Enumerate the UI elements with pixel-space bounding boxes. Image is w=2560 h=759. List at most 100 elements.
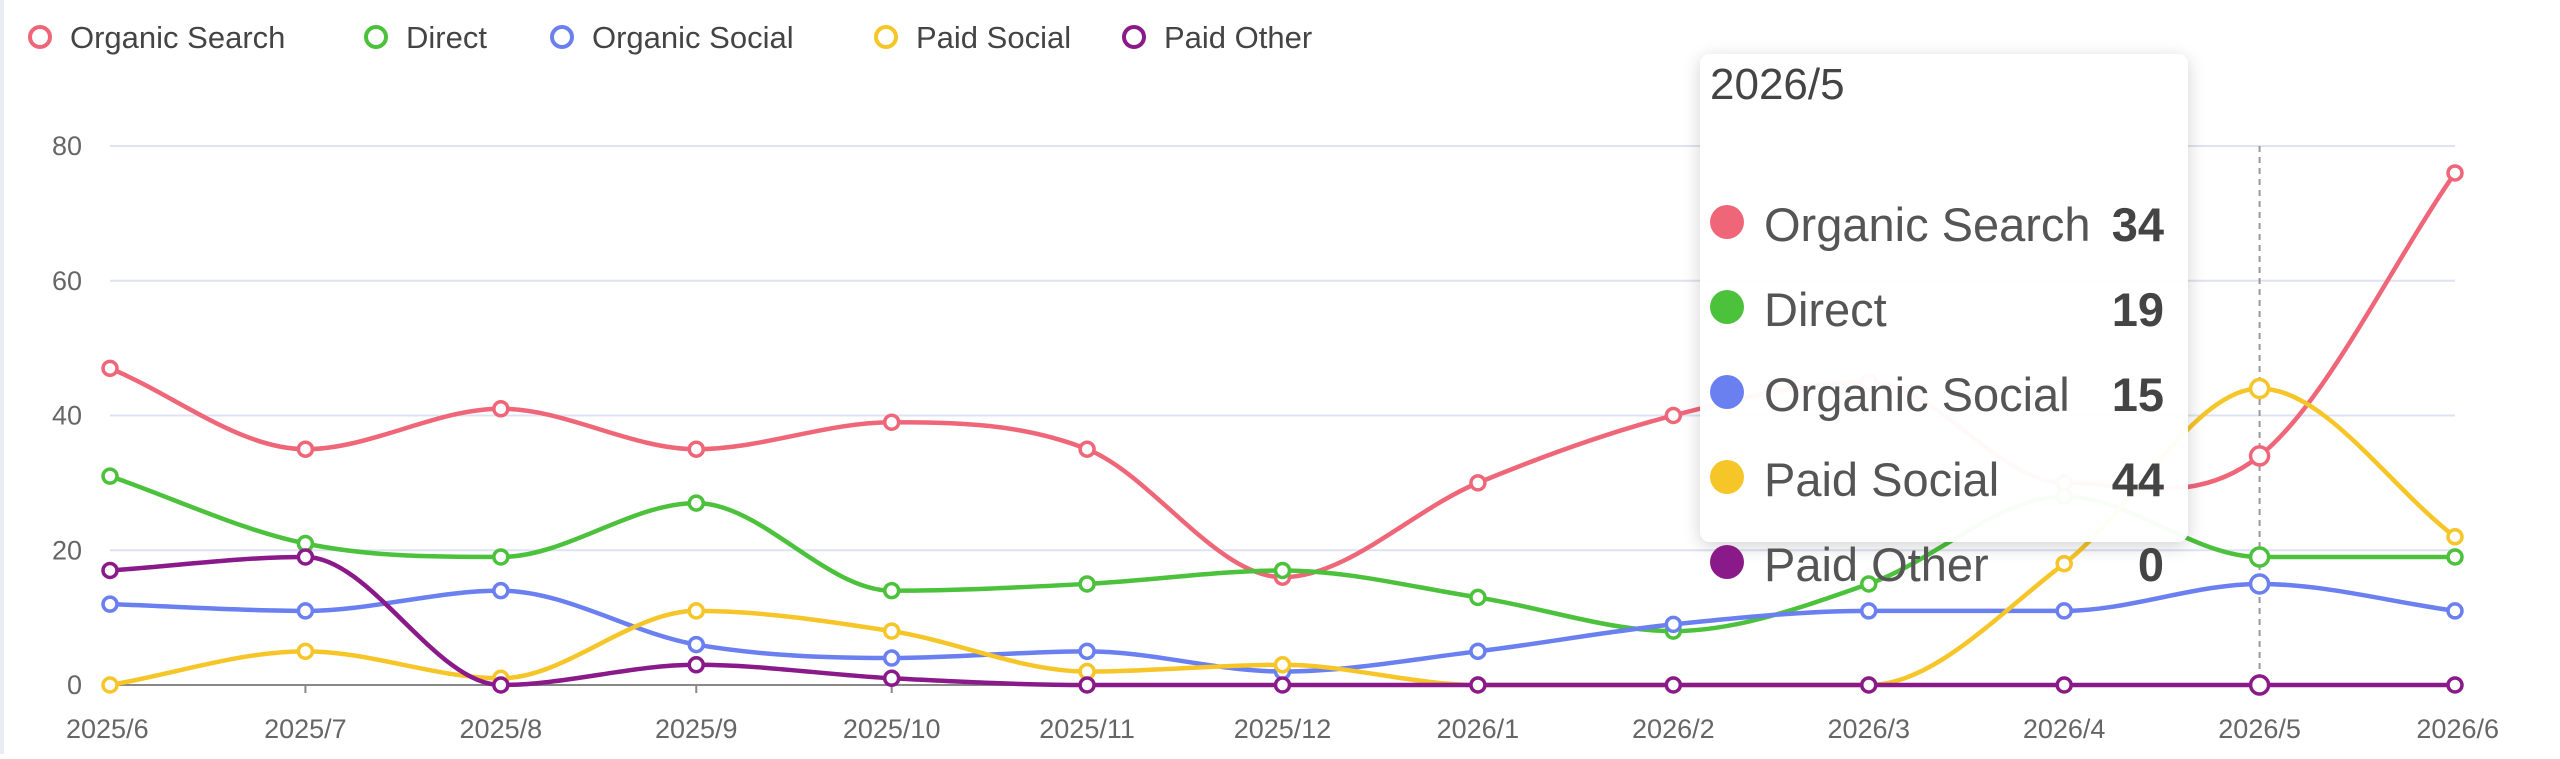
data-point-paid-social: [882, 622, 901, 640]
data-point-organic-search: [1078, 440, 1096, 458]
tooltip-marker-icon: [1710, 545, 1744, 579]
data-point-organic-social: [101, 595, 119, 613]
legend-label: Direct: [406, 20, 487, 55]
data-point-paid-social: [2055, 554, 2073, 573]
tooltip-series-name: Organic Social: [1764, 368, 2070, 421]
data-point-paid-other: [101, 561, 119, 580]
data-point-organic-social: [882, 649, 901, 667]
legend-item-direct[interactable]: Direct: [364, 20, 487, 55]
x-tick-label: 2025/8: [460, 714, 543, 744]
x-tick-label: 2026/3: [1827, 714, 1910, 744]
legend-label: Paid Social: [916, 20, 1071, 55]
y-tick-label: 20: [52, 535, 82, 565]
tooltip-series-value: 34: [2111, 198, 2164, 251]
legend-marker-icon: [1122, 25, 1146, 49]
x-tick-label: 2025/6: [66, 714, 149, 744]
data-point-organic-social: [1469, 642, 1487, 661]
data-point-organic-social: [296, 602, 315, 620]
data-point-direct: [1078, 575, 1096, 593]
tooltip-series-name: Direct: [1764, 283, 1887, 336]
data-point-organic-search: [1469, 474, 1487, 492]
data-point-paid-other: [296, 548, 315, 566]
y-tick-label: 0: [67, 670, 82, 700]
data-point-organic-search: [687, 440, 705, 458]
data-point-organic-social: [1664, 615, 1683, 634]
data-point-paid-social: [2248, 377, 2271, 400]
tooltip-row-paid-social: Paid Social 44: [1700, 442, 2188, 512]
data-point-organic-search: [2248, 445, 2271, 467]
data-point-paid-other: [687, 656, 705, 674]
tooltip-row-direct: Direct 19: [1700, 272, 2188, 342]
x-tick-label: 2025/9: [655, 714, 738, 744]
y-tick-label: 60: [52, 266, 82, 296]
data-point-organic-search: [492, 400, 510, 418]
x-tick-label: 2025/12: [1234, 714, 1332, 744]
legend-marker-icon: [874, 25, 898, 49]
data-point-paid-other: [492, 676, 510, 694]
tooltip-series-value: 15: [2111, 368, 2164, 421]
data-point-direct: [2446, 548, 2464, 566]
data-point-direct: [492, 548, 510, 566]
x-tick-label: 2026/5: [2218, 714, 2301, 744]
tooltip-marker-icon: [1710, 375, 1744, 409]
legend-item-organic-search[interactable]: Organic Search: [28, 20, 285, 55]
legend-marker-icon: [364, 25, 388, 49]
tooltip: 2026/5 Organic Search 34 Direct 19 Organ…: [1700, 54, 2188, 591]
x-axis: 2025/6 2025/7 2025/8 2025/9 2025/10 2025/11 20…: [66, 684, 2499, 744]
legend-label: Organic Search: [70, 20, 285, 55]
y-tick-label: 40: [52, 401, 82, 431]
tooltip-series-name: Paid Social: [1764, 453, 2000, 506]
data-point-paid-social: [2446, 528, 2464, 546]
legend-marker-icon: [550, 25, 574, 49]
data-point-direct: [1469, 588, 1487, 607]
legend-item-paid-other[interactable]: Paid Other: [1122, 20, 1312, 55]
data-point-organic-social: [2248, 573, 2271, 595]
data-point-paid-other: [1860, 676, 1878, 694]
tooltip-series-value: 0: [2137, 538, 2164, 591]
data-point-paid-other: [2446, 676, 2464, 694]
data-point-organic-social: [2446, 602, 2464, 620]
series-paid-other: [101, 548, 2464, 696]
data-point-organic-search: [882, 413, 901, 431]
data-point-organic-search: [101, 359, 119, 378]
data-point-paid-other: [1078, 676, 1096, 694]
legend-item-paid-social[interactable]: Paid Social: [874, 20, 1071, 55]
data-point-direct: [1273, 561, 1292, 580]
x-tick-label: 2025/11: [1039, 714, 1135, 744]
data-point-paid-other: [1664, 676, 1683, 694]
data-point-organic-social: [1078, 642, 1096, 661]
x-tick-label: 2026/2: [1632, 714, 1715, 744]
legend-item-organic-social[interactable]: Organic Social: [550, 20, 794, 55]
data-point-organic-social: [1860, 602, 1878, 620]
x-tick-label: 2025/7: [264, 714, 347, 744]
data-point-paid-social: [1273, 656, 1292, 674]
data-point-organic-social: [492, 581, 510, 600]
legend[interactable]: Organic Search Direct Organic Social Paid S…: [28, 20, 1312, 55]
tooltip-title: 2026/5: [1710, 60, 1845, 109]
data-point-paid-social: [296, 642, 315, 661]
data-point-direct: [882, 581, 901, 600]
tooltip-marker-icon: [1710, 205, 1744, 239]
tooltip-row-organic-search: Organic Search 34: [1700, 187, 2188, 257]
data-point-direct: [1860, 575, 1878, 593]
tooltip-marker-icon: [1710, 460, 1744, 494]
legend-label: Organic Social: [592, 20, 794, 55]
x-tick-label: 2026/6: [2416, 714, 2499, 744]
data-point-paid-social: [687, 602, 705, 620]
grid-lines: 0 20 40 60 80: [52, 131, 2455, 700]
legend-label: Paid Other: [1164, 20, 1312, 55]
tooltip-series-name: Organic Search: [1764, 198, 2091, 251]
data-point-paid-other: [882, 669, 901, 688]
data-point-organic-social: [687, 635, 705, 654]
y-tick-label: 80: [52, 131, 82, 161]
x-tick-label: 2025/10: [843, 714, 941, 744]
data-point-organic-search: [1664, 406, 1683, 425]
data-point-paid-other: [1469, 676, 1487, 694]
data-point-paid-other: [2055, 676, 2073, 694]
tooltip-series-name: Paid Other: [1764, 538, 1989, 591]
data-point-direct: [687, 494, 705, 512]
data-point-paid-social: [101, 676, 119, 694]
tooltip-row-organic-social: Organic Social 15: [1700, 357, 2188, 427]
